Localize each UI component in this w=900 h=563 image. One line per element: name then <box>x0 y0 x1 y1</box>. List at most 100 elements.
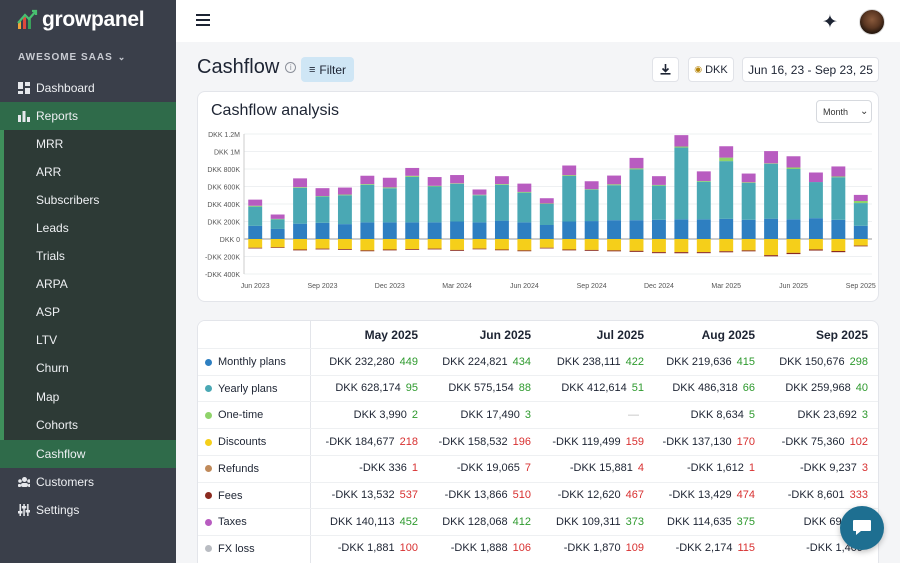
table-cell[interactable]: DKK 17,490 3 <box>411 401 531 428</box>
chat-icon <box>853 520 871 535</box>
info-icon[interactable]: i <box>285 62 297 73</box>
bar-segment <box>831 177 846 220</box>
period-select[interactable]: Month ⌄ <box>816 100 872 123</box>
row-label: Refunds <box>198 454 311 482</box>
cell-count: 2 <box>411 408 418 421</box>
table-cell[interactable]: -DKK 9,237 3 <box>748 455 868 482</box>
table-cell[interactable]: -DKK 1,881 100 <box>298 535 418 562</box>
avatar[interactable] <box>859 9 885 35</box>
table-cell[interactable]: DKK 140,113 452 <box>298 508 418 535</box>
table-cell[interactable]: DKK 224,821 434 <box>411 348 531 375</box>
download-button[interactable] <box>652 57 679 82</box>
currency-button[interactable]: ◉ DKK <box>688 57 734 82</box>
sidebar-item-churn[interactable]: Churn <box>0 354 176 382</box>
table-cell[interactable]: DKK 219,636 415 <box>635 348 755 375</box>
table-cell[interactable]: -DKK 15,881 4 <box>524 455 644 482</box>
cell-count: 467 <box>625 489 644 501</box>
table-cell[interactable]: -DKK 184,677 218 <box>298 428 418 455</box>
bar-segment <box>629 169 644 221</box>
x-tick-label: Jun 2025 <box>779 283 808 290</box>
sidebar-item-leads[interactable]: Leads <box>0 214 176 242</box>
table-cell[interactable]: -DKK 1,870 109 <box>524 535 644 562</box>
x-tick-label: Mar 2024 <box>442 283 472 290</box>
sidebar-item-reports[interactable]: Reports <box>0 102 176 130</box>
table-cell[interactable]: DKK 128,068 412 <box>411 508 531 535</box>
cashflow-chart: DKK 1.2M DKK 1M DKK 800K DKK 600K DKK 400K DK… <box>205 132 876 290</box>
sidebar-item-dashboard[interactable]: Dashboard <box>0 74 176 102</box>
x-tick-label: Sep 2024 <box>577 283 607 290</box>
table-cell[interactable]: -DKK 2,174 115 <box>635 535 755 562</box>
menu-icon[interactable] <box>196 14 210 26</box>
table-cell[interactable]: -DKK 158,532 196 <box>411 428 531 455</box>
table-cell[interactable]: DKK 412,614 51 <box>524 375 644 402</box>
table-cell[interactable]: DKK 8,634 5 <box>635 401 755 428</box>
cell-count: 170 <box>736 435 755 448</box>
sidebar-item-ltv[interactable]: LTV <box>0 326 176 354</box>
table-cell[interactable]: -DKK 12,620 467 <box>524 482 644 509</box>
sidebar-item-label: LTV <box>36 333 58 347</box>
sparkle-icon[interactable]: ✦ <box>822 12 838 33</box>
sidebar-item-arr[interactable]: ARR <box>0 158 176 186</box>
sidebar-item-asp[interactable]: ASP <box>0 298 176 326</box>
table-cell[interactable]: -DKK 13,532 537 <box>298 482 418 509</box>
table-cell[interactable]: DKK 150,676 298 <box>748 348 868 375</box>
row-divider <box>311 534 878 536</box>
sidebar-item-map[interactable]: Map <box>0 383 176 411</box>
bar-segment <box>562 176 577 222</box>
table-cell[interactable]: DKK 628,174 95 <box>298 375 418 402</box>
table-cell[interactable]: -DKK 8,601 333 <box>748 482 868 509</box>
table-cell[interactable]: DKK 232,280 449 <box>298 348 418 375</box>
table-cell[interactable]: DKK 575,154 88 <box>411 375 531 402</box>
filter-button[interactable]: ≡ Filter <box>301 57 354 82</box>
row-label: One-time <box>198 401 311 428</box>
bar-segment <box>741 173 756 183</box>
table-cell[interactable]: DKK 486,318 66 <box>635 375 755 402</box>
table-cell[interactable]: -DKK 13,429 474 <box>635 482 755 509</box>
sidebar-item-subscribers[interactable]: Subscribers <box>0 186 176 214</box>
row-label-text: Yearly plans <box>218 382 278 395</box>
sidebar-item-cohorts[interactable]: Cohorts <box>0 411 176 439</box>
date-range-picker[interactable]: Jun 16, 23 - Sep 23, 25 <box>742 57 879 82</box>
bar-segment <box>382 239 397 250</box>
bar-segment <box>248 206 263 226</box>
bar-segment <box>494 239 509 250</box>
sidebar-item-trials[interactable]: Trials <box>0 242 176 270</box>
cell-value: -DKK 75,360 <box>781 435 845 448</box>
chat-button[interactable] <box>840 506 884 550</box>
table-cell[interactable]: -DKK 336 1 <box>298 455 418 482</box>
table-cell[interactable]: DKK 259,968 40 <box>748 375 868 402</box>
sidebar-item-customers[interactable]: Customers <box>0 468 176 496</box>
bar-segment <box>719 161 734 219</box>
table-cell[interactable]: DKK 23,692 3 <box>748 401 868 428</box>
sidebar-item-settings[interactable]: Settings <box>0 496 176 524</box>
sidebar-item-mrr[interactable]: MRR <box>0 130 176 158</box>
logo[interactable]: growpanel <box>16 8 145 32</box>
cell-count: 412 <box>512 515 531 528</box>
table-cell[interactable]: -DKK 1,888 106 <box>411 535 531 562</box>
bar-segment <box>494 184 509 221</box>
sidebar-item-label: Map <box>36 390 60 404</box>
month-header: Sep 2025 <box>815 328 868 342</box>
sidebar-item-cashflow[interactable]: Cashflow <box>0 440 176 468</box>
bar-segment <box>450 183 465 222</box>
cell-value: -DKK 15,881 <box>569 462 633 475</box>
cell-count: 88 <box>518 382 531 395</box>
bar-segment <box>719 251 734 253</box>
bar-segment <box>786 169 801 220</box>
table-cell[interactable]: -DKK 19,065 7 <box>411 455 531 482</box>
table-cell[interactable]: DKK 109,311 373 <box>524 508 644 535</box>
table-cell[interactable]: -DKK 1,612 1 <box>635 455 755 482</box>
workspace-selector[interactable]: AWESOME SAAS ⌄ <box>18 52 126 63</box>
table-cell[interactable]: DKK 3,990 2 <box>298 401 418 428</box>
table-cell[interactable]: -DKK 75,360 102 <box>748 428 868 455</box>
table-cell[interactable]: — <box>524 401 644 428</box>
table-cell[interactable]: -DKK 119,499 159 <box>524 428 644 455</box>
table-cell[interactable]: DKK 114,635 375 <box>635 508 755 535</box>
table-cell[interactable]: -DKK 13,866 510 <box>411 482 531 509</box>
bar-segment <box>562 249 577 251</box>
bar-segment <box>741 182 756 183</box>
table-cell[interactable]: -DKK 137,130 170 <box>635 428 755 455</box>
table-cell[interactable]: DKK 238,111 422 <box>524 348 644 375</box>
sidebar-item-arpa[interactable]: ARPA <box>0 270 176 298</box>
bar-segment <box>696 171 711 181</box>
